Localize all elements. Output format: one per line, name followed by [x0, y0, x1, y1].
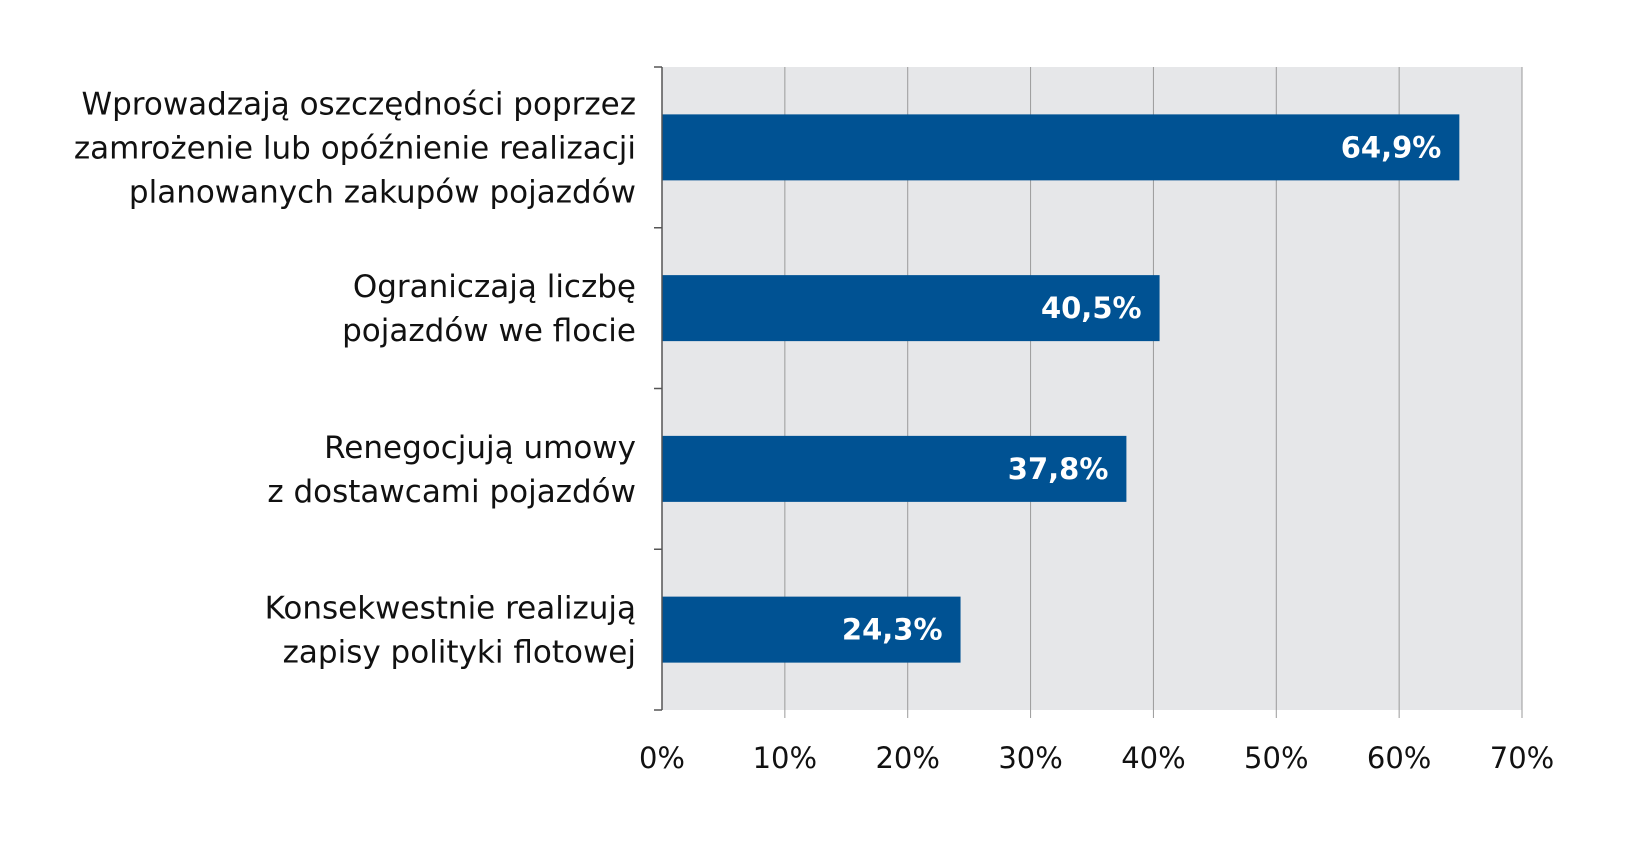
bar [662, 596, 961, 663]
category-label-line: Wprowadzają oszczędności poprzez [81, 86, 636, 122]
x-axis-ticks: 0% 10% 20% 30% 40% 50% 60% 70% [639, 741, 1554, 775]
data-label: 24,3% [842, 613, 943, 647]
data-label: 40,5% [1041, 291, 1142, 325]
bar [662, 435, 1127, 502]
bar [662, 275, 1160, 342]
category-label-line: planowanych zakupów pojazdów [129, 174, 636, 210]
category-label: Ograniczają liczbę pojazdów we flocie [342, 269, 636, 349]
x-tick-label: 0% [639, 741, 685, 775]
data-labels: 64,9% 40,5% 37,8% 24,3% [842, 130, 1441, 646]
category-label-line: z dostawcami pojazdów [267, 474, 636, 510]
category-label: Konsekwestnie realizują zapisy polityki f… [265, 591, 636, 671]
category-label: Renegocjują umowy z dostawcami pojazdów [267, 430, 636, 510]
category-label: Wprowadzają oszczędności poprzez zamrożen… [74, 86, 636, 210]
data-label: 37,8% [1008, 452, 1109, 486]
data-label: 64,9% [1341, 130, 1442, 164]
bars [662, 114, 1460, 663]
category-label-line: Renegocjują umowy [324, 430, 636, 466]
bar [662, 114, 1460, 181]
y-axis [654, 66, 663, 711]
x-tick-label: 50% [1244, 741, 1308, 775]
category-label-line: zamrożenie lub opóźnienie realizacji [74, 130, 636, 166]
x-tick-label: 40% [1121, 741, 1185, 775]
category-labels: Wprowadzają oszczędności poprzez zamrożen… [74, 86, 636, 670]
x-tick-label: 10% [753, 741, 817, 775]
category-label-line: Ograniczają liczbę [353, 269, 636, 305]
x-tick-label: 30% [998, 741, 1062, 775]
x-tick-label: 60% [1367, 741, 1431, 775]
category-label-line: pojazdów we flocie [342, 313, 636, 349]
x-tick-label: 70% [1490, 741, 1554, 775]
category-label-line: zapisy polityki flotowej [283, 635, 636, 671]
x-tick-label: 20% [875, 741, 939, 775]
category-label-line: Konsekwestnie realizują [265, 591, 636, 627]
